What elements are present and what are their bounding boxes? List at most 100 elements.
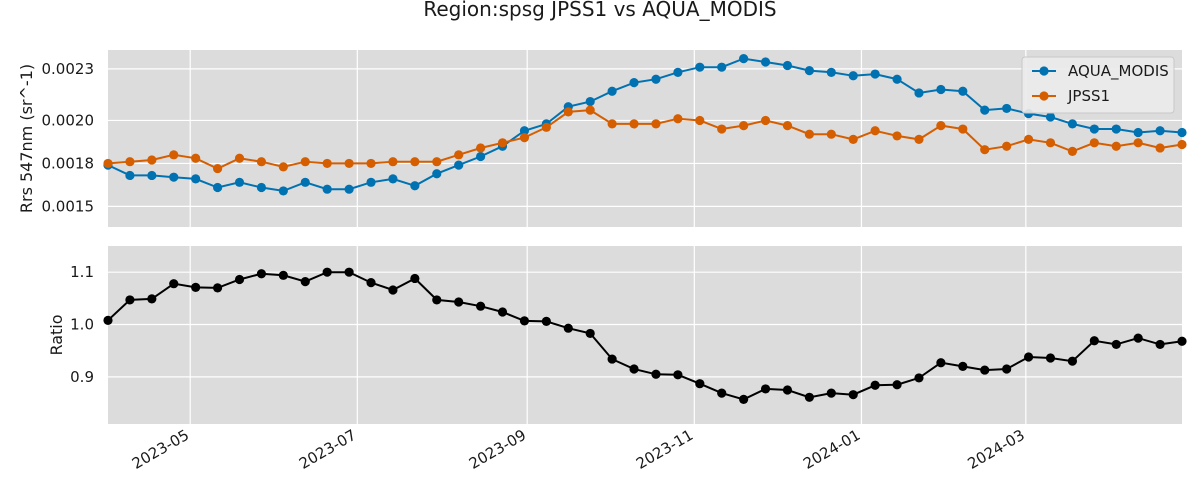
- y-tick-label: 0.0018: [42, 154, 95, 172]
- ratio-data-point: [1133, 333, 1143, 343]
- jpss1-data-point: [147, 155, 157, 165]
- top-panel-y-ticks: 0.0015 0.0018 0.0020 0.0023: [42, 60, 95, 215]
- jpss1-data-point: [739, 121, 749, 131]
- x-tick-label: 2023-07: [296, 426, 359, 473]
- ratio-data-point: [739, 394, 749, 404]
- jpss1-data-point: [388, 157, 398, 167]
- ratio-data-point: [322, 267, 332, 277]
- jpss1-data-point: [476, 143, 486, 153]
- aqua-modis-data-point: [1045, 112, 1056, 122]
- jpss1-data-point: [322, 158, 332, 169]
- jpss1-data-point: [958, 124, 968, 134]
- ratio-data-point: [1177, 336, 1187, 346]
- ratio-data-point: [585, 328, 595, 339]
- aqua-modis-data-point: [695, 62, 705, 72]
- ratio-data-point: [760, 384, 771, 394]
- ratio-data-point: [826, 388, 836, 398]
- aqua-modis-data-point: [1133, 127, 1143, 138]
- aqua-modis-data-point: [278, 186, 288, 196]
- legend-jpss1-marker: [1039, 91, 1049, 101]
- aqua-modis-data-point: [344, 184, 354, 194]
- jpss1-data-point: [1067, 146, 1078, 156]
- aqua-modis-data-point: [519, 126, 530, 136]
- jpss1-data-point: [300, 157, 310, 167]
- aqua-modis-data-point: [607, 86, 617, 96]
- aqua-modis-data-point: [914, 88, 924, 98]
- ratio-data-point: [1023, 352, 1034, 362]
- jpss1-data-point: [541, 122, 551, 132]
- x-tick-label: 2023-09: [466, 426, 529, 473]
- ratio-data-point: [914, 373, 924, 383]
- ratio-data-point: [497, 307, 508, 317]
- jpss1-data-point: [454, 150, 464, 160]
- y-tick-label: 1.1: [70, 263, 94, 281]
- jpss1-data-point: [585, 105, 595, 115]
- aqua-modis-data-point: [322, 184, 332, 194]
- jpss1-data-point: [651, 119, 661, 129]
- ratio-data-point: [1089, 336, 1099, 346]
- ratio-data-point: [169, 279, 179, 289]
- ratio-data-point: [432, 295, 442, 305]
- jpss1-data-point: [410, 157, 420, 167]
- jpss1-data-point: [695, 115, 705, 126]
- x-tick-labels: 2023-05 2023-07 2023-09 2023-11 2024-01 2024-…: [129, 426, 1028, 473]
- legend-box: [1021, 56, 1175, 114]
- ratio-data-point: [519, 316, 530, 326]
- aqua-modis-data-point: [760, 57, 771, 67]
- jpss1-data-point: [256, 157, 267, 167]
- aqua-modis-data-point: [585, 96, 595, 107]
- legend-aqua-marker: [1039, 66, 1049, 76]
- jpss1-data-point: [344, 158, 354, 169]
- jpss1-data-point: [629, 119, 639, 129]
- jpss1-data-point: [234, 153, 245, 163]
- jpss1-data-point: [673, 114, 683, 124]
- ratio-data-point: [278, 270, 288, 280]
- ratio-data-point: [980, 365, 990, 375]
- aqua-modis-data-point: [739, 53, 749, 64]
- jpss1-data-point: [212, 163, 223, 174]
- aqua-modis-data-point: [673, 67, 683, 77]
- ratio-data-point: [541, 316, 551, 326]
- ratio-data-point: [804, 392, 814, 402]
- ratio-data-point: [563, 323, 573, 333]
- jpss1-data-point: [1023, 134, 1034, 144]
- aqua-modis-data-point: [1177, 127, 1187, 138]
- y-tick-label: 0.0015: [42, 197, 95, 215]
- jpss1-data-point: [497, 138, 508, 148]
- legend-jpss1-label: JPSS1: [1067, 87, 1110, 105]
- aqua-modis-data-point: [454, 160, 464, 170]
- ratio-data-point: [695, 379, 705, 389]
- ratio-data-point: [607, 354, 617, 364]
- aqua-modis-data-point: [212, 182, 223, 193]
- ratio-data-point: [848, 390, 858, 400]
- top-panel: 0.0015 0.0018 0.0020 0.0023 Rrs 547nm (sr^-…: [17, 50, 1187, 227]
- aqua-modis-data-point: [256, 182, 267, 193]
- jpss1-data-point: [169, 150, 179, 160]
- jpss1-data-point: [1111, 141, 1121, 151]
- ratio-data-point: [1111, 339, 1121, 350]
- aqua-modis-data-point: [651, 74, 661, 84]
- y-tick-label: 0.0020: [42, 111, 95, 129]
- jpss1-data-point: [936, 121, 946, 131]
- jpss1-data-point: [125, 157, 135, 167]
- aqua-modis-data-point: [1067, 119, 1078, 129]
- jpss1-data-point: [563, 107, 573, 117]
- aqua-modis-data-point: [191, 174, 201, 184]
- bottom-panel-series: [103, 267, 1187, 404]
- top-panel-ylabel: Rrs 547nm (sr^-1): [17, 64, 36, 213]
- legend: AQUA_MODIS JPSS1: [1021, 56, 1175, 114]
- jpss1-data-point: [1002, 141, 1012, 151]
- legend-aqua-label: AQUA_MODIS: [1068, 62, 1169, 81]
- jpss1-data-point: [848, 134, 858, 144]
- x-tick-label: 2024-03: [965, 426, 1028, 473]
- ratio-data-point: [454, 297, 464, 307]
- ratio-data-point: [1002, 364, 1012, 374]
- aqua-modis-data-point: [410, 181, 420, 191]
- jpss1-data-point: [760, 115, 771, 126]
- ratio-data-point: [673, 370, 683, 380]
- ratio-data-point: [388, 285, 398, 295]
- ratio-data-point: [936, 358, 946, 368]
- x-tick-label: 2023-11: [633, 426, 696, 473]
- jpss1-data-point: [1155, 143, 1165, 153]
- jpss1-data-point: [1045, 138, 1056, 148]
